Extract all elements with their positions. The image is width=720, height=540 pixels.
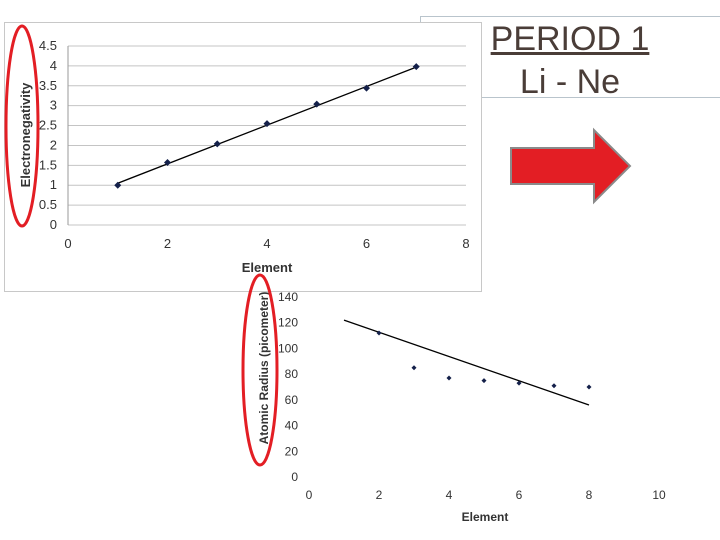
chart2-y-tick-label: 60 — [285, 393, 299, 407]
chart1-y-tick-label: 1 — [50, 177, 57, 192]
chart2-y-axis-title: Atomic Radius (picometer) — [257, 292, 271, 445]
chart2-data-point — [446, 375, 452, 381]
slide-title-period: PERIOD 1 — [490, 20, 650, 58]
chart1-data-point — [263, 120, 271, 128]
chart1-y-tick-label: 2.5 — [39, 118, 57, 133]
highlight-ellipse-atomic-radius — [241, 273, 279, 467]
chart1-y-tick-label: 4 — [50, 58, 57, 73]
chart2-x-tick-label: 2 — [376, 488, 383, 502]
highlight-ellipse-electronegativity — [4, 24, 40, 228]
chart2-x-tick-label: 6 — [516, 488, 523, 502]
slide-title-elements: Li - Ne — [519, 63, 621, 101]
chart1-data-point — [164, 159, 171, 167]
chart2-y-tick-label: 100 — [278, 341, 298, 355]
right-arrow-icon — [510, 127, 632, 205]
chart1-x-tick-label: 8 — [462, 236, 469, 251]
chart2-x-tick-label: 10 — [652, 488, 666, 502]
electronegativity-chart-frame — [4, 22, 482, 292]
chart2-data-point — [516, 380, 522, 386]
chart1-data-point — [363, 84, 370, 92]
chart2-x-tick-label: 8 — [586, 488, 593, 502]
chart2-x-tick-label: 4 — [446, 488, 453, 502]
chart1-x-tick-label: 2 — [164, 236, 171, 251]
chart2-x-axis-title: Element — [462, 510, 509, 524]
chart2-y-tick-label: 80 — [285, 367, 299, 381]
chart2-trendline — [343, 319, 590, 406]
chart1-x-axis-title: Element — [242, 260, 293, 275]
chart1-y-tick-label: 2 — [50, 137, 57, 152]
chart1-data-point — [313, 100, 321, 108]
chart2-x-tick-label: 0 — [306, 488, 313, 502]
chart2-y-tick-label: 120 — [278, 316, 298, 330]
chart1-y-tick-label: 4.5 — [39, 38, 57, 53]
chart2-data-point — [376, 330, 382, 336]
chart2-y-tick-label: 20 — [285, 444, 299, 458]
chart1-data-point — [412, 63, 420, 71]
chart2-data-point — [586, 384, 592, 390]
chart2-y-tick-label: 140 — [278, 290, 298, 304]
chart1-y-tick-label: 0 — [50, 217, 57, 232]
chart2-data-point — [481, 378, 487, 384]
chart1-data-point — [114, 181, 122, 189]
chart2-data-point — [551, 383, 557, 389]
chart1-x-tick-label: 0 — [64, 236, 71, 251]
chart1-y-axis-title: Electronegativity — [18, 82, 33, 188]
chart1-y-tick-label: 3.5 — [39, 78, 57, 93]
chart1-y-tick-label: 3 — [50, 98, 57, 113]
chart2-data-point — [411, 365, 417, 371]
electronegativity-chart: 0 0.5 1 1.5 2 2.5 3 3.5 4 4.5 0 2 4 6 8 Element Electron… — [18, 38, 470, 275]
chart1-y-tick-label: 1.5 — [39, 157, 57, 172]
chart2-y-tick-label: 0 — [291, 470, 298, 484]
chart1-x-tick-label: 6 — [363, 236, 370, 251]
chart2-y-tick-label: 40 — [285, 419, 299, 433]
annotations — [4, 24, 632, 467]
chart1-data-point — [213, 140, 221, 148]
chart1-x-tick-label: 4 — [263, 236, 270, 251]
atomic-radius-chart: 0 20 40 60 80 100 120 140 0 2 4 6 8 10 Element Atomic R… — [257, 290, 666, 524]
chart1-y-tick-label: 0.5 — [39, 197, 57, 212]
